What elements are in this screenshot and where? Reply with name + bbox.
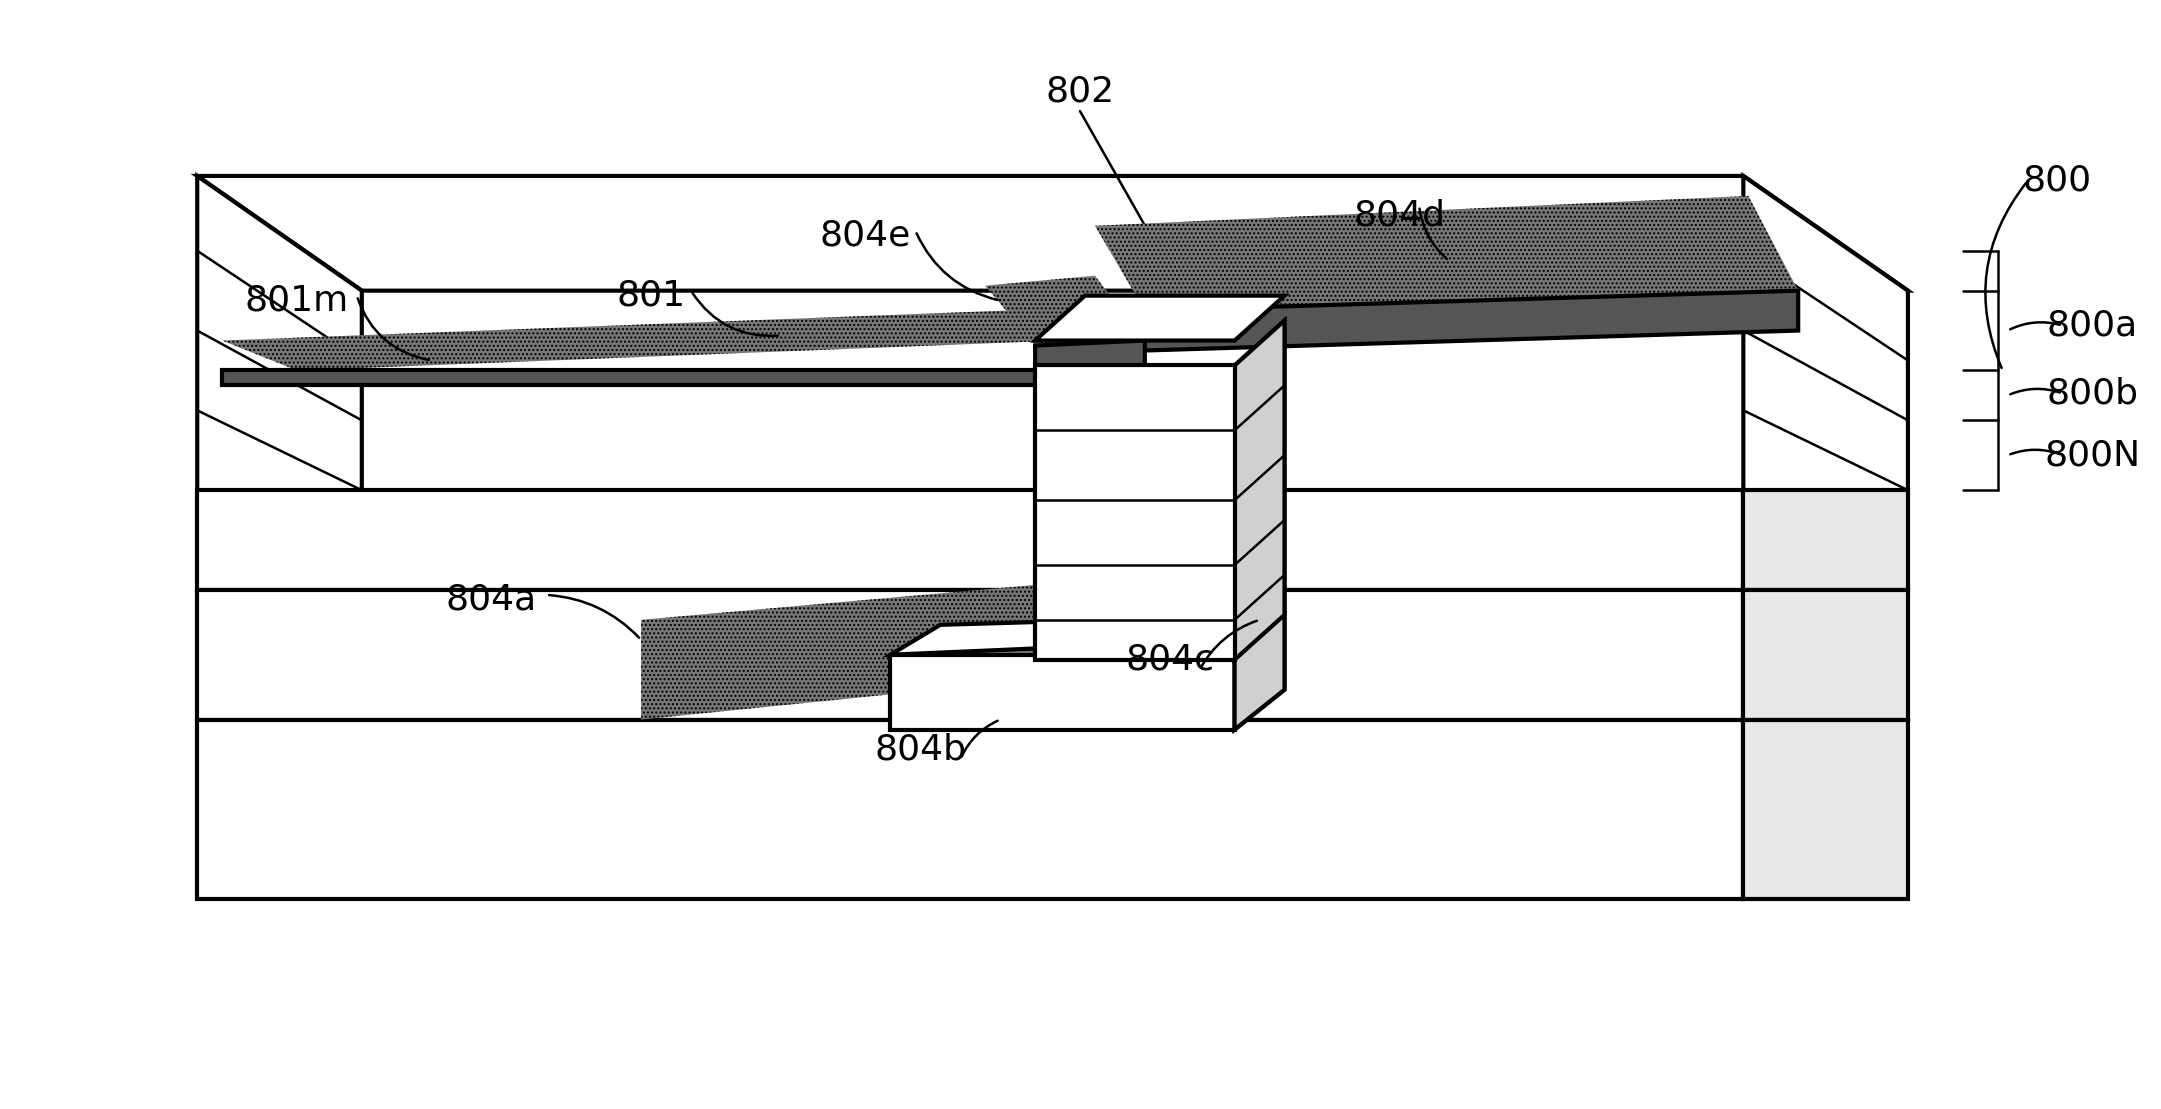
Polygon shape bbox=[642, 584, 1035, 720]
Text: 804a: 804a bbox=[445, 583, 538, 617]
Polygon shape bbox=[1035, 296, 1284, 340]
Polygon shape bbox=[197, 176, 1908, 291]
Polygon shape bbox=[1744, 720, 1908, 899]
Polygon shape bbox=[1744, 490, 1908, 590]
Text: 800a: 800a bbox=[2046, 308, 2137, 343]
Text: 802: 802 bbox=[1046, 74, 1115, 109]
Polygon shape bbox=[197, 176, 361, 490]
Polygon shape bbox=[1744, 590, 1908, 720]
Polygon shape bbox=[890, 654, 1234, 730]
Polygon shape bbox=[1035, 366, 1234, 660]
Text: 804d: 804d bbox=[1353, 199, 1446, 233]
Polygon shape bbox=[197, 590, 1744, 720]
Polygon shape bbox=[985, 276, 1145, 346]
Polygon shape bbox=[1234, 321, 1284, 730]
Polygon shape bbox=[1234, 321, 1284, 660]
Polygon shape bbox=[1234, 614, 1284, 730]
Polygon shape bbox=[223, 311, 1061, 370]
Text: 801: 801 bbox=[616, 278, 685, 313]
Polygon shape bbox=[1145, 291, 1798, 350]
Polygon shape bbox=[1744, 176, 1908, 490]
Text: 801m: 801m bbox=[244, 284, 350, 317]
Text: 800N: 800N bbox=[2044, 438, 2142, 472]
Polygon shape bbox=[890, 614, 1284, 654]
Polygon shape bbox=[197, 720, 1744, 899]
Text: 800: 800 bbox=[2023, 164, 2092, 197]
Text: 804b: 804b bbox=[875, 733, 966, 766]
Text: 800b: 800b bbox=[2046, 376, 2139, 410]
Polygon shape bbox=[223, 370, 1061, 386]
Polygon shape bbox=[1035, 340, 1145, 366]
Polygon shape bbox=[1096, 196, 1798, 311]
Polygon shape bbox=[197, 490, 1744, 590]
Text: 804c: 804c bbox=[1126, 643, 1214, 676]
Text: 804e: 804e bbox=[819, 218, 912, 253]
